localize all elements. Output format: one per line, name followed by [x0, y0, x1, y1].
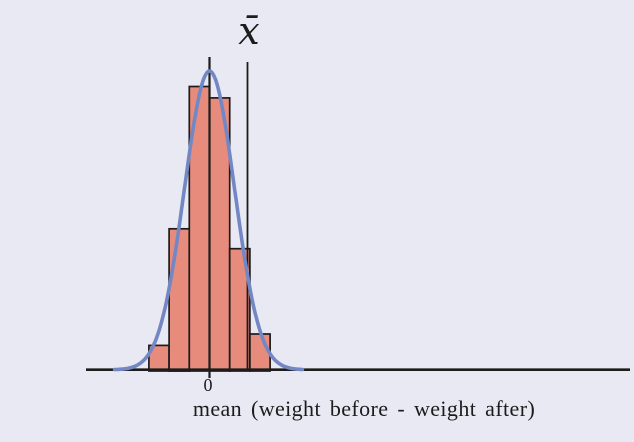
x-tick-label-zero: 0 — [203, 375, 213, 395]
x-axis-label: mean (weight before - weight after) — [192, 396, 536, 421]
histogram-bar — [168, 227, 191, 372]
normal-curve — [112, 69, 305, 372]
histogram-bar — [249, 333, 271, 372]
xbar-label: x̄ — [238, 9, 260, 53]
